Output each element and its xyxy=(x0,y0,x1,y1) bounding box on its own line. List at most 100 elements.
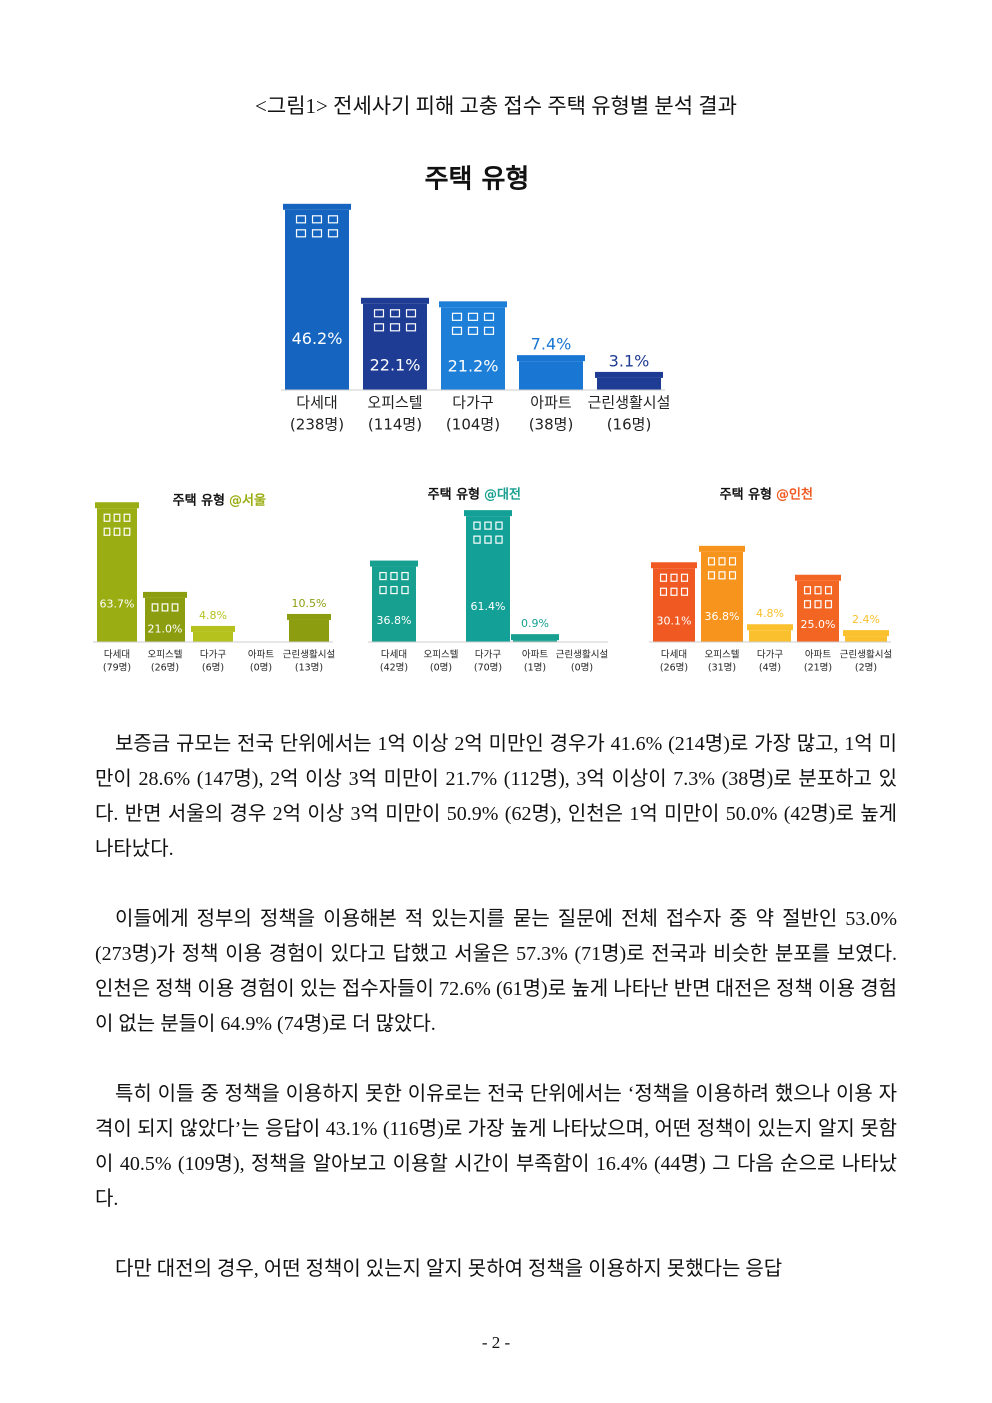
category-label: 아파트 xyxy=(805,650,831,661)
category-label: 아파트 xyxy=(530,394,572,412)
window xyxy=(379,571,387,581)
window xyxy=(451,312,463,321)
roof xyxy=(283,203,351,210)
window xyxy=(707,557,716,566)
value-label: 63.7% xyxy=(100,598,135,611)
bar xyxy=(749,630,791,642)
category-sublabel: (26명) xyxy=(151,663,179,674)
value-label: 36.8% xyxy=(705,610,740,623)
category-sublabel: (0명) xyxy=(250,663,272,674)
bar xyxy=(597,377,661,390)
category-label: 다가구 xyxy=(475,650,501,661)
bar xyxy=(797,580,839,642)
roof xyxy=(595,371,663,378)
window xyxy=(824,586,833,595)
window xyxy=(123,527,131,536)
value-label: 46.2% xyxy=(292,329,343,348)
window xyxy=(670,573,678,582)
charts: 주택 유형 46.2% 다세대 (238명) 22.1% 오피스텔 (114명) 21.2% 다… xyxy=(93,165,892,674)
window xyxy=(103,513,111,522)
bar xyxy=(653,568,695,642)
chart-region: @대전 xyxy=(484,487,521,503)
window xyxy=(113,527,121,536)
window xyxy=(483,326,495,335)
window xyxy=(401,571,409,581)
window xyxy=(390,571,398,581)
window xyxy=(295,229,307,238)
window xyxy=(113,513,121,522)
category-sublabel: (104명) xyxy=(446,416,500,434)
window xyxy=(171,603,179,612)
window xyxy=(473,521,481,530)
category-label: 오피스텔 xyxy=(367,394,422,412)
chart-title: 주택 유형 xyxy=(425,165,530,195)
value-label: 21.0% xyxy=(148,623,183,636)
category-sublabel: (21명) xyxy=(804,663,832,674)
window xyxy=(473,535,481,544)
window xyxy=(495,521,503,530)
category-sublabel: (238명) xyxy=(290,416,344,434)
roof xyxy=(651,562,697,569)
roof xyxy=(747,624,793,631)
category-sublabel: (16명) xyxy=(607,416,652,434)
window xyxy=(803,586,812,595)
bar xyxy=(363,303,427,390)
value-label: 4.8% xyxy=(199,609,227,622)
window xyxy=(405,309,417,318)
value-label: 7.4% xyxy=(531,335,572,354)
bar xyxy=(193,631,233,642)
paragraph: 다만 대전의 경우, 어떤 정책이 있는지 알지 못하여 정책을 이용하지 못했… xyxy=(115,1258,783,1280)
window xyxy=(495,535,503,544)
value-label: 36.8% xyxy=(377,614,412,627)
category-sublabel: (2명) xyxy=(855,663,877,674)
window xyxy=(467,312,479,321)
window xyxy=(824,600,833,609)
chart-title: 주택 유형 xyxy=(720,487,772,503)
value-label: 25.0% xyxy=(801,618,836,631)
window xyxy=(327,229,339,238)
bar xyxy=(513,640,557,642)
roof xyxy=(464,510,512,517)
bar xyxy=(372,566,416,642)
roof xyxy=(843,630,889,637)
window xyxy=(389,323,401,332)
page-number: - 2 - xyxy=(481,1333,511,1352)
category-label: 근린생활시설 xyxy=(556,649,608,661)
category-label: 근린생활시설 xyxy=(283,649,335,661)
window xyxy=(390,585,398,595)
category-label: 다세대 xyxy=(381,650,407,661)
window xyxy=(483,312,495,321)
category-sublabel: (6명) xyxy=(202,663,224,674)
window xyxy=(718,571,726,580)
bar xyxy=(466,516,510,642)
category-label: 다가구 xyxy=(452,394,493,412)
category-sublabel: (114명) xyxy=(368,416,422,434)
window xyxy=(295,215,307,224)
bar xyxy=(285,209,349,390)
window xyxy=(803,600,812,609)
window xyxy=(467,326,479,335)
window xyxy=(327,215,339,224)
category-label: 다세대 xyxy=(104,650,130,661)
category-sublabel: (4명) xyxy=(759,663,781,674)
chart-region: @인천 xyxy=(776,487,813,503)
category-label: 오피스텔 xyxy=(424,649,459,661)
value-label: 21.2% xyxy=(448,356,499,375)
window xyxy=(680,587,689,596)
category-label: 근린생활시설 xyxy=(840,649,892,661)
paragraph: 보증금 규모는 전국 단위에서는 1억 이상 2억 미만인 경우가 41.6% … xyxy=(95,733,897,860)
window xyxy=(405,323,417,332)
category-sublabel: (31명) xyxy=(708,663,736,674)
category-sublabel: (1명) xyxy=(524,663,546,674)
window xyxy=(451,326,463,335)
value-label: 4.8% xyxy=(756,607,784,620)
value-label: 0.9% xyxy=(521,617,549,630)
value-label: 2.4% xyxy=(852,613,880,626)
category-label: 근린생활시설 xyxy=(588,394,671,412)
window xyxy=(659,573,668,582)
window xyxy=(373,323,385,332)
value-label: 22.1% xyxy=(370,355,421,374)
window xyxy=(311,229,323,238)
bar xyxy=(701,551,743,642)
